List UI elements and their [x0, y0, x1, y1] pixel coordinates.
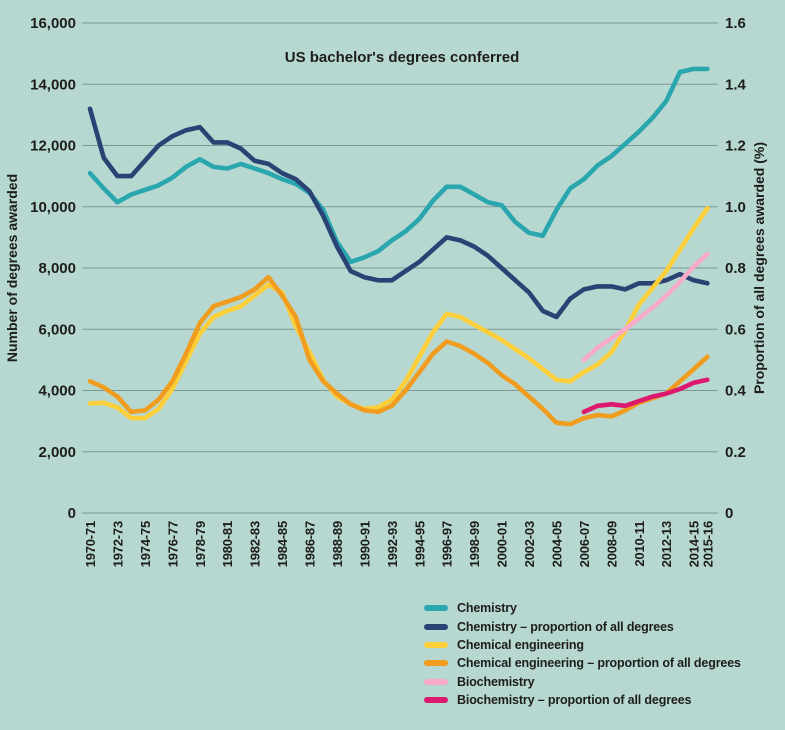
- right-axis-tick: 0.4: [725, 383, 747, 400]
- legend-label: Biochemistry: [457, 674, 535, 689]
- right-axis-label: Proportion of all degrees awarded (%): [751, 142, 767, 394]
- x-axis-tick: 1974-75: [138, 521, 153, 567]
- series-line: [87, 206, 710, 421]
- series-line: [581, 377, 710, 415]
- left-axis-tick: 8,000: [38, 260, 76, 277]
- x-axis-tick: 1992-93: [385, 521, 400, 567]
- x-axis-tick: 1990-91: [357, 521, 372, 567]
- left-axis-tick: 16,000: [30, 15, 76, 32]
- legend-label: Chemistry – proportion of all degrees: [457, 619, 674, 634]
- series-line: [87, 66, 710, 265]
- data-series: [87, 66, 710, 427]
- legend-item: Chemistry – proportion of all degrees: [424, 617, 741, 635]
- series-line: [581, 251, 710, 363]
- x-axis-tick: 1994-95: [412, 521, 427, 567]
- axis-tick-labels: 0 0 2,000 0.2 4,000 0.4 6,000 0.6 8,000 0.8 10,000…: [30, 15, 746, 567]
- legend-label: Biochemistry – proportion of all degrees: [457, 693, 692, 708]
- x-axis-tick: 1970-71: [83, 521, 98, 567]
- right-axis-tick: 0: [725, 505, 733, 522]
- legend-item: Chemical engineering: [424, 636, 741, 654]
- left-axis-tick: 12,000: [30, 138, 76, 155]
- x-axis-tick: 2012-13: [659, 521, 674, 567]
- left-axis-tick: 0: [68, 505, 76, 522]
- legend: Chemistry Chemistry – proportion of all d…: [424, 599, 741, 709]
- right-axis-tick: 0.2: [725, 444, 746, 461]
- x-axis-tick: 1980-81: [220, 521, 235, 567]
- x-axis-tick: 1976-77: [165, 521, 180, 567]
- legend-swatch: [424, 623, 448, 630]
- legend-label: Chemical engineering: [457, 637, 584, 652]
- x-axis-tick: 1988-89: [330, 521, 345, 567]
- right-axis-tick: 1.0: [725, 199, 746, 216]
- series-line: [87, 274, 710, 427]
- legend-swatch: [424, 678, 448, 685]
- legend-label: Chemical engineering – proportion of all…: [457, 656, 741, 671]
- x-axis-tick: 1998-99: [467, 521, 482, 567]
- right-axis-tick: 1.2: [725, 138, 746, 155]
- legend-item: Chemical engineering – proportion of all…: [424, 654, 741, 672]
- x-axis-tick: 2014-15: [687, 521, 702, 567]
- x-axis-tick: 2004-05: [549, 521, 564, 567]
- x-axis-tick: 1972-73: [110, 521, 125, 567]
- x-axis-tick: 2008-09: [604, 521, 619, 567]
- right-axis-tick: 1.6: [725, 15, 746, 32]
- left-axis-tick: 14,000: [30, 76, 76, 93]
- x-axis-tick: 2010-11: [632, 521, 647, 567]
- x-axis-tick: 1996-97: [440, 521, 455, 567]
- x-axis-tick: 1984-85: [275, 521, 290, 567]
- legend-swatch: [424, 641, 448, 648]
- legend-item: Biochemistry – proportion of all degrees: [424, 691, 741, 709]
- legend-item: Chemistry: [424, 599, 741, 617]
- left-axis-label: Number of degrees awarded: [4, 174, 20, 362]
- x-axis-tick: 2015-16: [700, 521, 715, 567]
- x-axis-tick: 2006-07: [577, 521, 592, 567]
- right-axis-tick: 0.6: [725, 321, 746, 338]
- left-axis-tick: 4,000: [38, 383, 76, 400]
- legend-swatch: [424, 660, 448, 667]
- left-axis-tick: 10,000: [30, 199, 76, 216]
- gridlines: [82, 22, 718, 514]
- legend-swatch: [424, 697, 448, 704]
- left-axis-tick: 6,000: [38, 321, 76, 338]
- x-axis-tick: 1978-79: [193, 521, 208, 567]
- legend-swatch: [424, 605, 448, 612]
- left-axis-tick: 2,000: [38, 444, 76, 461]
- chart-title: US bachelor's degrees conferred: [285, 49, 520, 66]
- right-axis-tick: 1.4: [725, 76, 747, 93]
- x-axis-tick: 2000-01: [495, 521, 510, 567]
- series-line: [87, 106, 710, 320]
- x-axis-tick: 1986-87: [303, 521, 318, 567]
- legend-label: Chemistry: [457, 601, 517, 616]
- right-axis-tick: 0.8: [725, 260, 746, 277]
- x-axis-tick: 1982-83: [248, 521, 263, 567]
- legend-item: Biochemistry: [424, 673, 741, 691]
- x-axis-tick: 2002-03: [522, 521, 537, 567]
